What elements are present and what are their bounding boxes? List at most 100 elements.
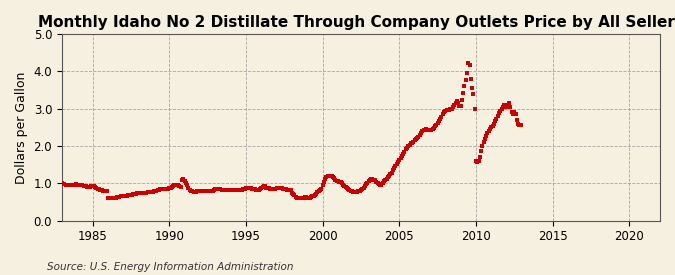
Point — [247, 186, 258, 191]
Point — [197, 189, 208, 193]
Point — [408, 139, 418, 144]
Point — [219, 188, 230, 192]
Point — [256, 186, 267, 190]
Point — [475, 154, 485, 159]
Point — [58, 182, 69, 186]
Point — [250, 187, 261, 192]
Point — [137, 191, 148, 195]
Point — [506, 110, 517, 115]
Point — [138, 191, 149, 195]
Point — [260, 184, 271, 189]
Point — [443, 108, 454, 112]
Point — [481, 134, 491, 138]
Point — [316, 187, 327, 191]
Point — [164, 186, 175, 191]
Point — [456, 98, 467, 103]
Point — [236, 188, 246, 192]
Point — [88, 184, 99, 188]
Point — [194, 189, 205, 193]
Point — [265, 186, 275, 191]
Point — [489, 122, 500, 126]
Point — [209, 188, 219, 192]
Point — [119, 194, 130, 199]
Point — [275, 186, 286, 190]
Point — [281, 188, 292, 192]
Point — [418, 128, 429, 133]
Point — [150, 189, 161, 193]
Point — [122, 194, 132, 198]
Point — [82, 185, 93, 189]
Point — [113, 195, 124, 199]
Point — [466, 76, 477, 81]
Point — [71, 182, 82, 186]
Point — [450, 100, 461, 105]
Point — [487, 124, 498, 128]
Point — [319, 179, 329, 184]
Point — [252, 188, 263, 192]
Point — [284, 188, 295, 192]
Point — [173, 183, 184, 188]
Point — [477, 144, 488, 148]
Point — [343, 187, 354, 191]
Point — [95, 188, 106, 192]
Point — [394, 158, 405, 162]
Point — [65, 183, 76, 187]
Point — [217, 188, 228, 192]
Point — [170, 183, 181, 187]
Point — [73, 182, 84, 187]
Point — [198, 189, 209, 193]
Point — [192, 189, 202, 193]
Point — [338, 182, 348, 187]
Point — [327, 175, 338, 179]
Point — [182, 182, 192, 187]
Point — [207, 188, 218, 193]
Point — [307, 194, 318, 199]
Point — [190, 189, 200, 194]
Point — [515, 123, 526, 128]
Point — [83, 185, 94, 189]
Point — [128, 192, 139, 196]
Point — [230, 188, 241, 192]
Point — [263, 186, 274, 191]
Point — [479, 140, 489, 144]
Point — [423, 128, 434, 133]
Point — [379, 179, 389, 183]
Point — [130, 192, 140, 196]
Point — [412, 136, 423, 141]
Point — [123, 193, 134, 197]
Point — [215, 187, 225, 192]
Point — [107, 196, 118, 200]
Point — [504, 101, 514, 105]
Point — [253, 188, 264, 192]
Point — [452, 99, 462, 103]
Point — [346, 189, 356, 193]
Point — [232, 188, 242, 192]
Point — [339, 183, 350, 188]
Point — [290, 195, 301, 199]
Point — [127, 192, 138, 197]
Point — [320, 176, 331, 181]
Point — [146, 190, 157, 194]
Point — [482, 131, 493, 135]
Point — [387, 168, 398, 172]
Point — [157, 187, 168, 192]
Point — [171, 183, 182, 187]
Point — [362, 180, 373, 185]
Point — [364, 178, 375, 182]
Point — [227, 188, 238, 192]
Point — [414, 133, 425, 138]
Point — [334, 179, 345, 184]
Point — [308, 194, 319, 198]
Point — [354, 189, 365, 193]
Point — [360, 182, 371, 186]
Point — [131, 191, 142, 196]
Point — [462, 71, 472, 75]
Point — [266, 187, 277, 191]
Point — [422, 127, 433, 132]
Point — [373, 182, 384, 186]
Point — [421, 127, 431, 131]
Point — [221, 188, 232, 192]
Y-axis label: Dollars per Gallon: Dollars per Gallon — [15, 71, 28, 183]
Point — [159, 187, 169, 192]
Point — [321, 175, 332, 179]
